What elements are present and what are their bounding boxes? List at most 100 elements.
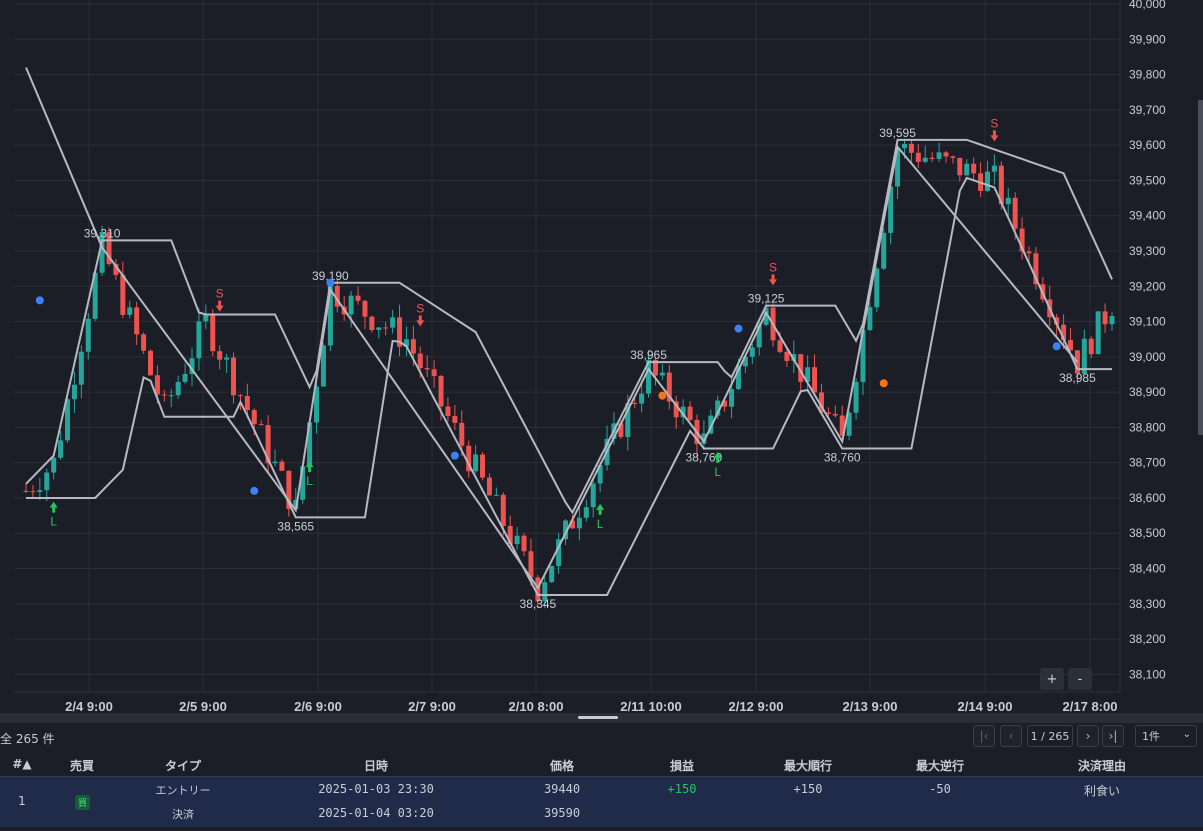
candle-body bbox=[44, 472, 50, 491]
candle-body bbox=[908, 143, 914, 153]
zigzag-line bbox=[25, 67, 1079, 590]
candle bbox=[1088, 336, 1094, 359]
exit-marker-dot bbox=[734, 324, 743, 333]
col-index-header[interactable]: #▲ bbox=[12, 757, 32, 771]
candle-body bbox=[1019, 228, 1025, 252]
price-chart[interactable]: 38,100 38,200 38,300 38,400 38,500 38,600 38,7… bbox=[0, 0, 1203, 713]
col-type-header[interactable]: タイプ bbox=[164, 759, 202, 773]
candle-body bbox=[113, 263, 119, 275]
price-tick-label: 38,800 bbox=[1129, 420, 1166, 434]
candle-body bbox=[161, 394, 167, 396]
candle-body bbox=[486, 477, 492, 496]
exit-type: 決済 bbox=[172, 808, 194, 821]
candle-body bbox=[791, 354, 797, 361]
scrollbar-thumb bbox=[1198, 100, 1203, 435]
price-tick-label: 39,000 bbox=[1129, 350, 1166, 364]
chart-area[interactable]: 38,100 38,200 38,300 38,400 38,500 38,600 38,7… bbox=[0, 0, 1203, 713]
price-tick-label: 40,000 bbox=[1129, 0, 1166, 11]
candle-body bbox=[78, 351, 84, 385]
time-tick-label: 2/5 9:00 bbox=[179, 699, 227, 713]
candle-body bbox=[597, 465, 603, 484]
swing-label: 39,190 bbox=[312, 269, 349, 283]
candle bbox=[148, 349, 154, 376]
candle bbox=[203, 304, 209, 330]
per-page-value: 1件 bbox=[1142, 730, 1160, 743]
candle-body bbox=[320, 345, 326, 387]
candle-body bbox=[874, 268, 880, 308]
candle-body bbox=[459, 422, 465, 446]
candle-body bbox=[742, 356, 748, 367]
col-max-fav-header[interactable]: 最大順行 bbox=[783, 759, 833, 773]
col-pnl-header[interactable]: 損益 bbox=[669, 759, 695, 773]
candle-body bbox=[777, 340, 783, 352]
candle bbox=[867, 302, 873, 332]
candle-body bbox=[397, 317, 403, 347]
candle bbox=[189, 347, 195, 387]
next-page-icon[interactable]: › bbox=[1077, 725, 1099, 747]
candle bbox=[542, 576, 548, 609]
first-page-icon[interactable]: |‹ bbox=[973, 725, 995, 747]
candle-body bbox=[888, 186, 894, 233]
zoom-out-button[interactable]: - bbox=[1068, 668, 1092, 690]
candle bbox=[334, 279, 340, 313]
candle-body bbox=[383, 327, 389, 329]
candle bbox=[320, 343, 326, 387]
candle-body bbox=[445, 406, 451, 416]
price-tick-label: 39,700 bbox=[1129, 103, 1166, 117]
candle-body bbox=[65, 399, 71, 441]
candle bbox=[431, 360, 437, 388]
candle bbox=[355, 286, 361, 305]
candle bbox=[486, 473, 492, 496]
time-tick-label: 2/12 9:00 bbox=[729, 699, 784, 713]
col-side-header[interactable]: 売買 bbox=[69, 759, 95, 773]
col-reason-header[interactable]: 決済理由 bbox=[1077, 759, 1127, 773]
max-favorable: +150 bbox=[793, 782, 823, 796]
per-page-select[interactable]: 1件 ⌄ bbox=[1135, 725, 1197, 747]
long-signal-label: L bbox=[597, 517, 604, 531]
col-datetime-header[interactable]: 日時 bbox=[363, 759, 389, 773]
candle bbox=[1081, 329, 1087, 374]
candle-body bbox=[466, 445, 472, 472]
candle-body bbox=[403, 339, 409, 347]
panel-resize-handle[interactable] bbox=[0, 713, 1203, 723]
short-signal-label: S bbox=[769, 260, 777, 274]
candle-body bbox=[853, 381, 859, 413]
price-tick-label: 39,600 bbox=[1129, 138, 1166, 152]
col-max-adv-header[interactable]: 最大逆行 bbox=[915, 759, 965, 773]
candle-body bbox=[715, 400, 721, 416]
last-page-icon[interactable]: ›| bbox=[1102, 725, 1124, 747]
candle-body bbox=[749, 347, 755, 357]
col-price-header[interactable]: 価格 bbox=[549, 759, 575, 773]
candle bbox=[258, 420, 264, 426]
candle bbox=[161, 389, 167, 402]
zoom-in-button[interactable]: + bbox=[1040, 668, 1064, 690]
candle bbox=[168, 388, 174, 408]
table-row[interactable]: 1 買 エントリー 決済 2025-01-03 23:30 2025-01-04… bbox=[0, 776, 1203, 827]
resize-grip[interactable] bbox=[578, 716, 618, 719]
exit-marker-dot bbox=[879, 379, 888, 388]
price-tick-label: 39,400 bbox=[1129, 209, 1166, 223]
candle-body bbox=[279, 461, 285, 471]
candle bbox=[1005, 188, 1011, 217]
candle-body bbox=[424, 368, 430, 370]
candle-body bbox=[666, 372, 672, 402]
candle-body bbox=[528, 551, 534, 578]
candle bbox=[590, 480, 596, 518]
exit-price: 39590 bbox=[543, 806, 581, 820]
prev-page-icon[interactable]: ‹ bbox=[1000, 725, 1022, 747]
candle-body bbox=[542, 582, 548, 602]
candle bbox=[632, 398, 638, 409]
candle-body bbox=[1067, 340, 1073, 351]
candle bbox=[915, 144, 921, 168]
price-tick-label: 39,900 bbox=[1129, 32, 1166, 46]
candle-body bbox=[300, 466, 306, 500]
candle-body bbox=[148, 350, 154, 376]
candle bbox=[798, 354, 804, 394]
candle bbox=[51, 456, 57, 480]
candle-body bbox=[120, 274, 126, 315]
candle-body bbox=[196, 321, 202, 359]
candle-body bbox=[805, 367, 811, 382]
candle-body bbox=[708, 415, 714, 434]
candle bbox=[846, 411, 852, 441]
candle-body bbox=[189, 358, 195, 375]
